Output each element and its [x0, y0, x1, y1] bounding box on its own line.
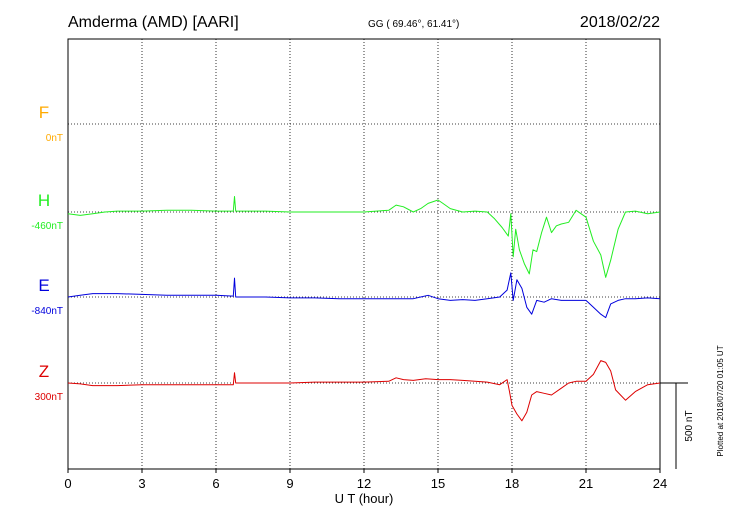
x-tick-label: 21: [579, 476, 593, 491]
series-name-F: F: [39, 103, 49, 122]
x-tick-label: 24: [653, 476, 667, 491]
x-tick-label: 9: [286, 476, 293, 491]
scale-bar-label: 500 nT: [684, 410, 695, 441]
x-axis-label: U T (hour): [335, 491, 394, 506]
x-tick-label: 15: [431, 476, 445, 491]
series-labels: F 0nT H -460nT E -840nT Z 300nT: [31, 103, 63, 403]
series-line-H: [67, 196, 661, 278]
series-baseline-F: 0nT: [46, 133, 63, 144]
plot-frame: [67, 38, 661, 470]
x-tick-label: 18: [505, 476, 519, 491]
grid-lines: [68, 39, 660, 469]
plotted-note: Plotted at 2018/07/20 01:05 UT: [716, 345, 725, 456]
x-tick-label: 12: [357, 476, 371, 491]
scale-bar: 500 nT: [660, 382, 695, 469]
x-tick-label: 3: [138, 476, 145, 491]
series-name-E: E: [38, 276, 49, 295]
series-baseline-Z: 300nT: [35, 392, 63, 403]
series-name-Z: Z: [39, 362, 49, 381]
series-baseline-E: -840nT: [31, 306, 63, 317]
series-line-Z: [67, 360, 661, 422]
x-tick-label: 6: [212, 476, 219, 491]
x-tick-label: 0: [64, 476, 71, 491]
x-axis-ticks: 0 3 6 9 12 15 18 21 24: [64, 469, 667, 491]
series-lines: [67, 196, 661, 422]
series-line-E: [67, 272, 661, 319]
series-baseline-H: -460nT: [31, 221, 63, 232]
series-name-H: H: [38, 191, 50, 210]
station-title: Amderma (AMD) [AARI]: [68, 14, 239, 31]
station-coords: GG ( 69.46°, 61.41°): [368, 19, 459, 30]
chart-date: 2018/02/22: [580, 14, 660, 31]
